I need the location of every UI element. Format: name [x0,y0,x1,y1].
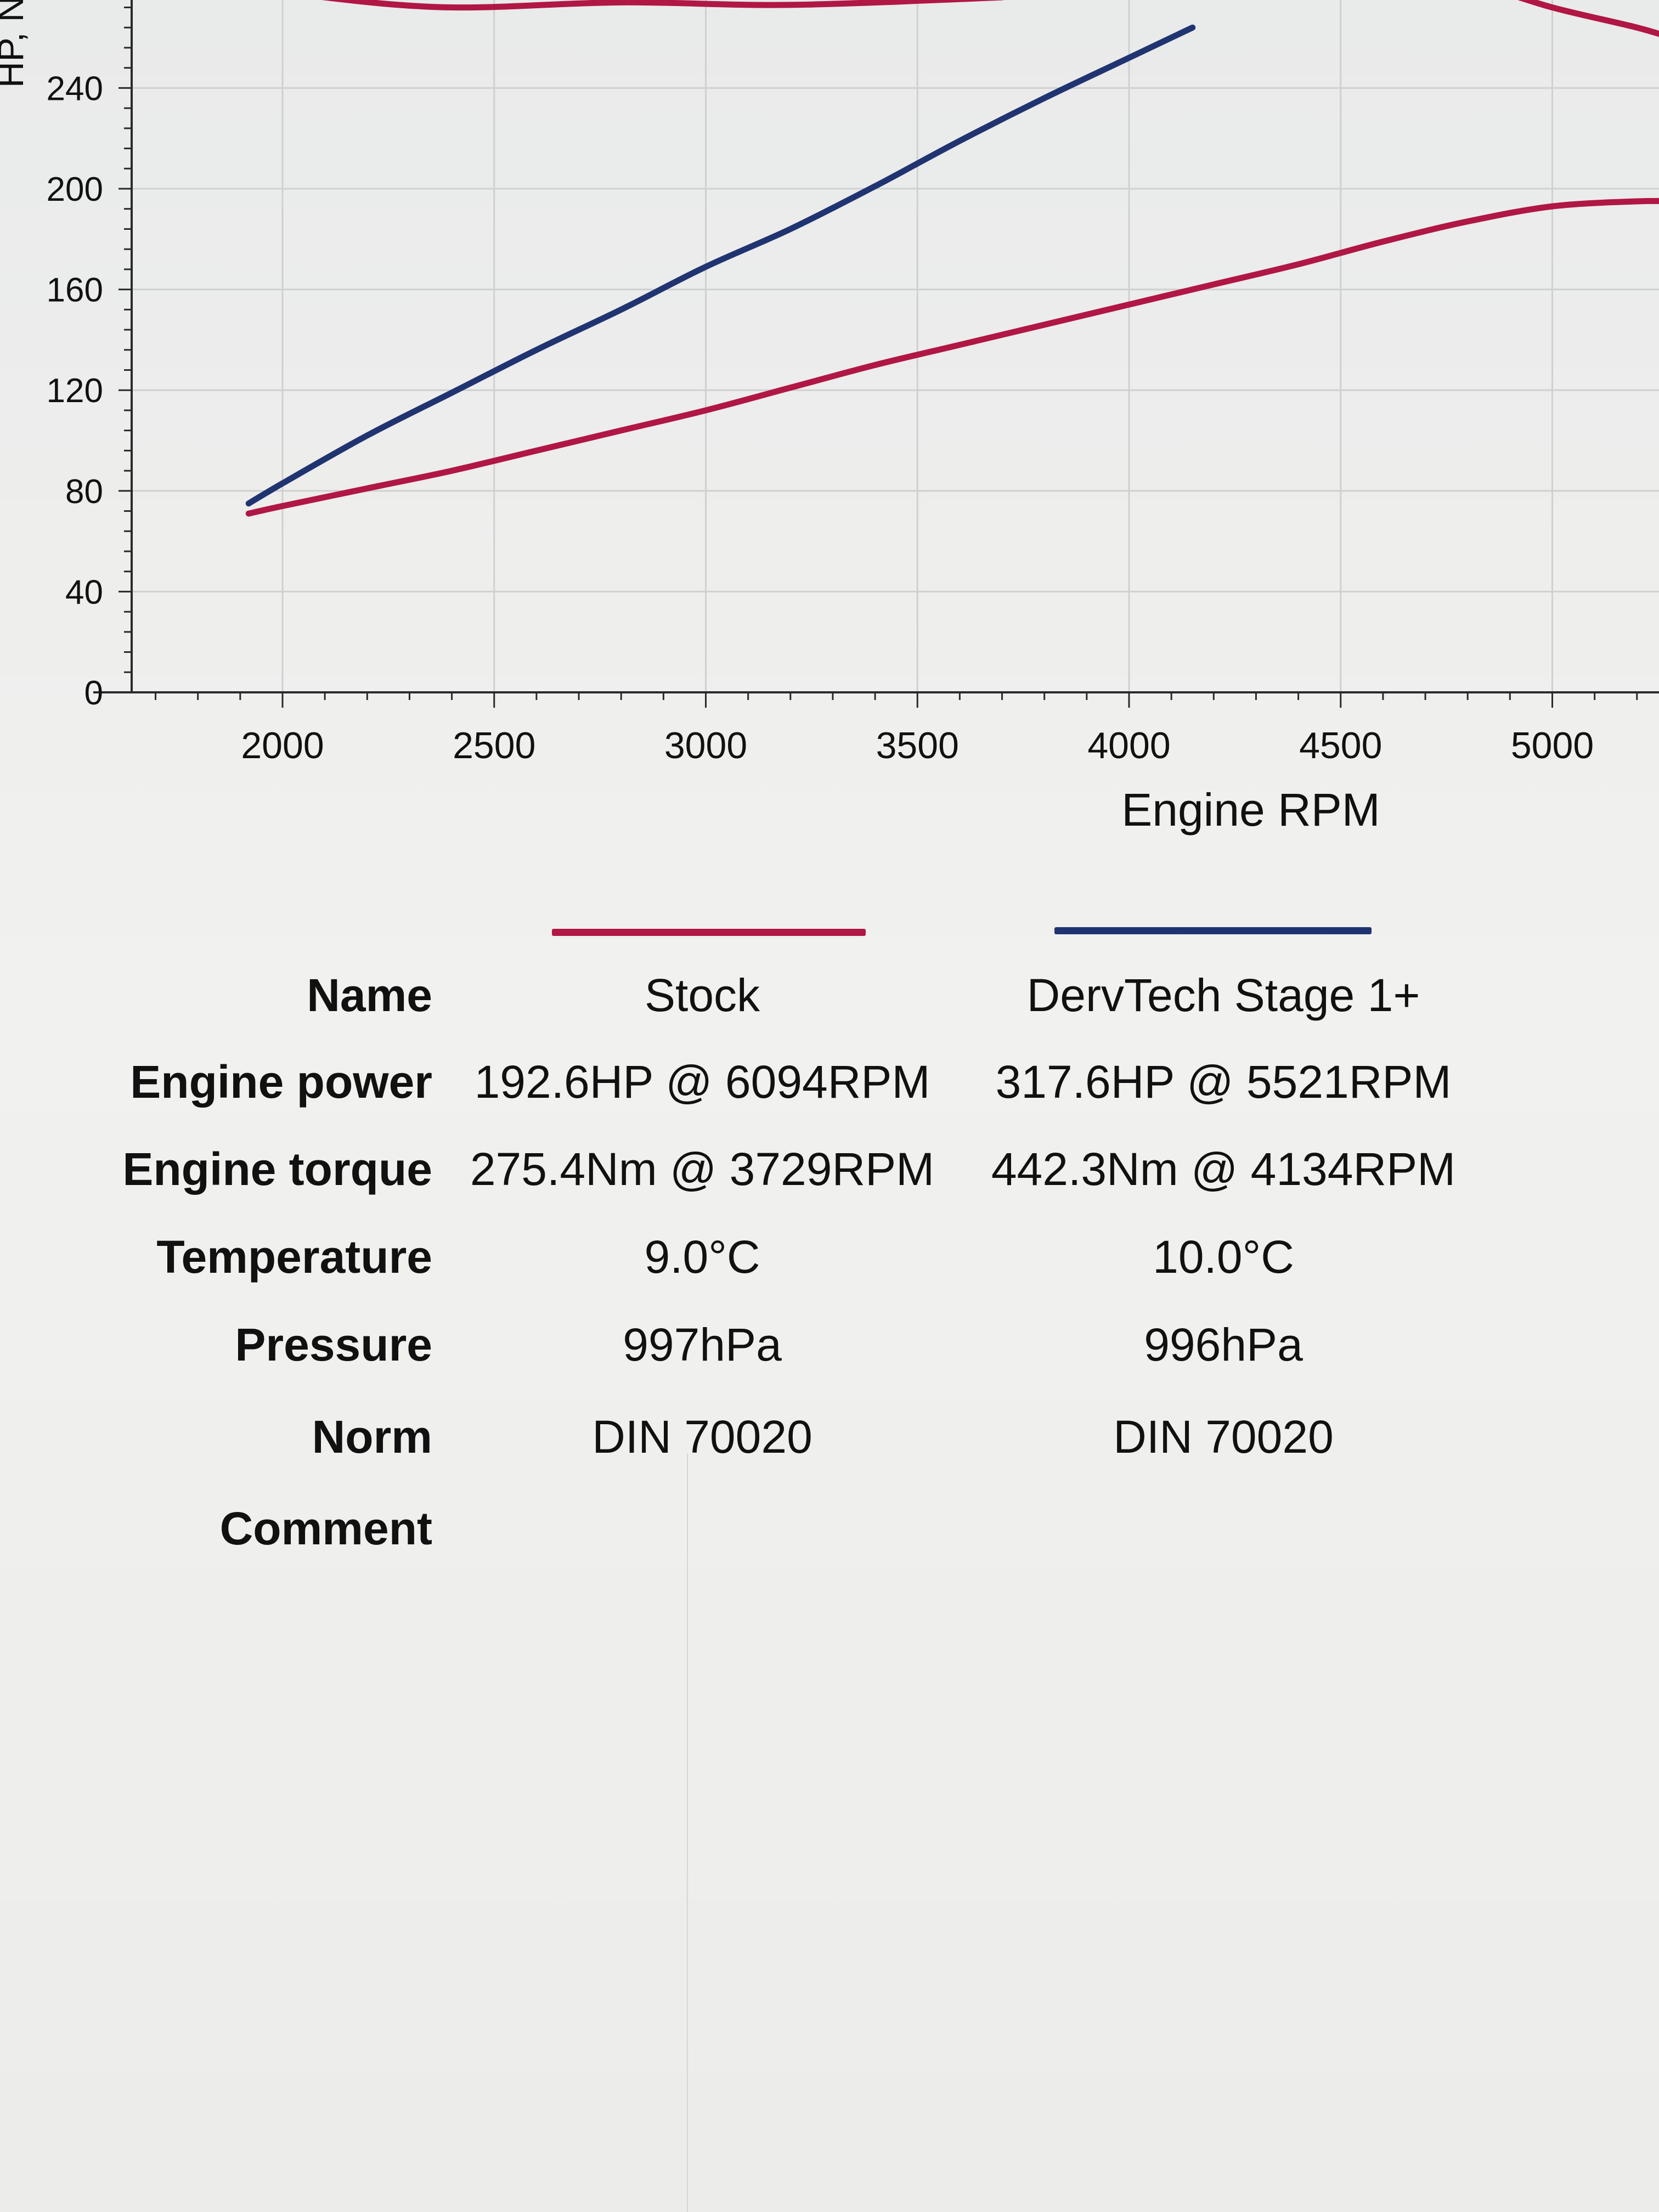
dyno-chart: 0 40 80 120 160 200 240 2000 2500 3000 3500 4000 450… [0,0,1659,836]
x-tick-label: 3500 [876,725,959,766]
tuned-name: DervTech Stage 1+ [1026,969,1420,1021]
x-tick-label: 4500 [1299,725,1382,766]
series-line-2 [321,0,1004,11]
series-line-0 [245,198,1659,517]
y-tick-label: 160 [47,272,103,309]
y-tick-label: 40 [65,573,103,611]
series-line-1 [245,24,1196,507]
chart-axes [93,0,1659,708]
stock-norm: DIN 70020 [592,1411,812,1463]
label-comment: Comment [219,1503,432,1554]
x-tick-label: 2500 [453,725,535,766]
x-tick-label: 4000 [1087,725,1170,766]
label-pressure: Pressure [235,1319,432,1370]
y-tick-label: 120 [47,372,103,410]
chart-tick-labels: 0 40 80 120 160 200 240 2000 2500 3000 3500 4000 450… [47,70,1594,766]
tuned-temperature: 10.0°C [1153,1231,1294,1283]
series-line-3 [1517,0,1659,37]
y-tick-label: 0 [84,674,103,712]
label-name: Name [307,969,432,1021]
chart-series [245,0,1659,517]
x-tick-label: 3000 [664,725,747,766]
label-temperature: Temperature [156,1231,432,1283]
legend-line-stock [552,929,866,936]
label-engine-torque: Engine torque [122,1143,432,1195]
tuned-engine-power: 317.6HP @ 5521RPM [995,1056,1452,1108]
stock-engine-torque: 275.4Nm @ 3729RPM [470,1143,935,1195]
paper-fold-line [687,1454,688,2212]
x-axis-label: Engine RPM [1121,784,1380,836]
tuned-engine-torque: 442.3Nm @ 4134RPM [991,1143,1456,1195]
tuned-norm: DIN 70020 [1113,1411,1334,1463]
stock-name: Stock [644,969,760,1021]
x-tick-label: 5000 [1511,725,1594,766]
legend-line-tuned [1054,927,1372,934]
tuned-pressure: 996hPa [1144,1319,1303,1370]
label-engine-power: Engine power [130,1056,432,1108]
label-norm: Norm [312,1411,432,1463]
y-tick-label: 200 [47,171,103,208]
stock-temperature: 9.0°C [644,1231,760,1283]
y-tick-label: 80 [65,473,103,511]
chart-grid [132,0,1659,692]
y-tick-label: 240 [47,70,103,108]
stock-pressure: 997hPa [623,1319,782,1370]
stock-engine-power: 192.6HP @ 6094RPM [474,1056,930,1108]
x-tick-label: 2000 [241,725,324,766]
y-axis-label: HP, Nm [0,0,31,88]
